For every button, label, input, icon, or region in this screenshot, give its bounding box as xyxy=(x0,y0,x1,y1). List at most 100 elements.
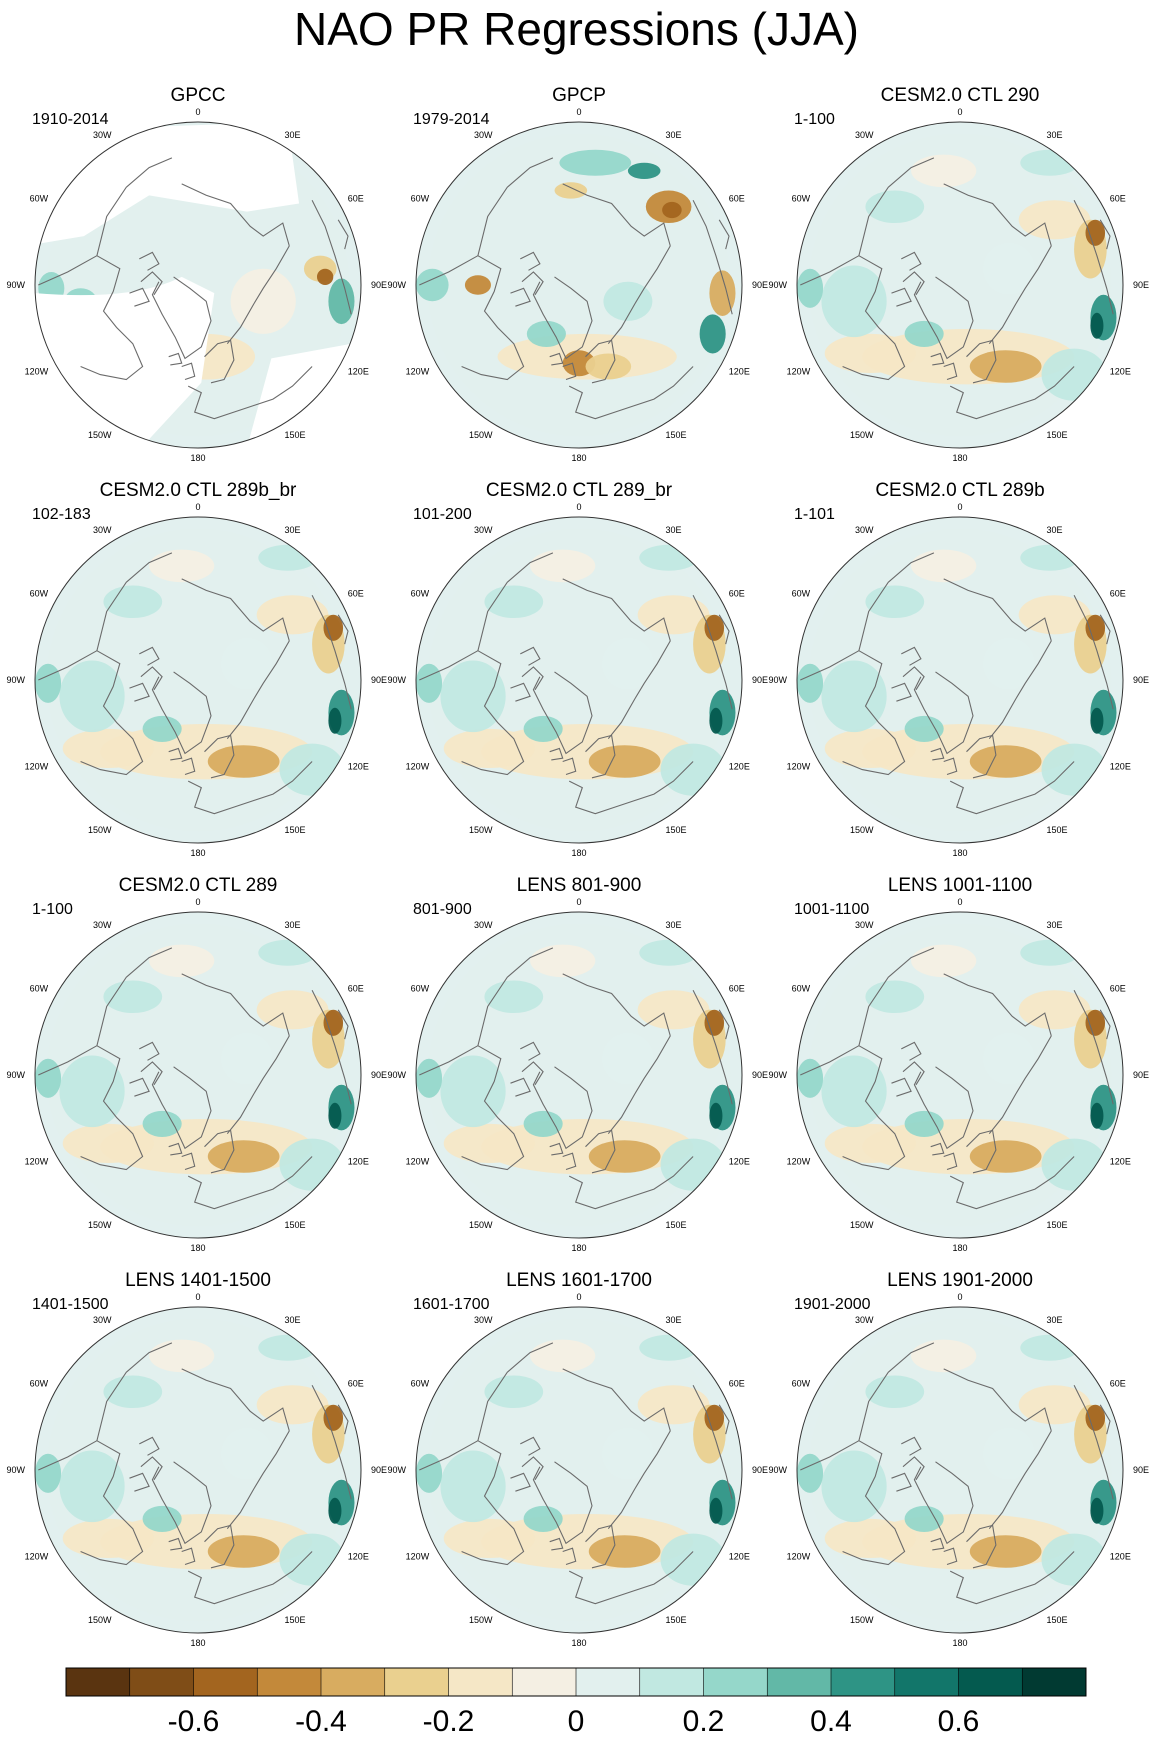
coastline xyxy=(510,1077,531,1097)
longitude-label: 120W xyxy=(25,762,49,772)
longitude-label: 60E xyxy=(1110,194,1126,204)
coastline xyxy=(181,1152,196,1171)
longitude-label: 60E xyxy=(348,984,364,994)
coastline xyxy=(96,157,173,256)
longitude-label: 30W xyxy=(93,525,112,535)
coastline xyxy=(891,682,912,702)
anomaly-region xyxy=(911,944,977,978)
coastline xyxy=(129,1472,150,1492)
anomaly-region xyxy=(1020,149,1079,176)
coastline xyxy=(520,251,541,271)
longitude-label: 60W xyxy=(411,984,430,994)
coastline xyxy=(562,1368,671,1432)
coastline xyxy=(181,183,290,247)
longitude-label: 30W xyxy=(855,525,874,535)
coastline xyxy=(568,1551,694,1605)
coastline xyxy=(1099,1009,1111,1040)
longitude-label: 30E xyxy=(666,1315,682,1325)
coastline xyxy=(419,1440,525,1566)
longitude-label: 150E xyxy=(666,1615,687,1625)
anomaly-region xyxy=(416,663,443,703)
coastline xyxy=(585,1524,616,1569)
panel-title: LENS 1601-1700 xyxy=(506,1270,652,1291)
longitude-label: 30W xyxy=(855,920,874,930)
anomaly-region xyxy=(904,1110,944,1137)
anomaly-region xyxy=(585,353,632,380)
colorbar-bin xyxy=(448,1668,513,1696)
longitude-label: 150W xyxy=(850,1220,874,1230)
longitude-label: 120W xyxy=(25,1552,49,1562)
panel-title: LENS 1001-1100 xyxy=(888,875,1032,896)
longitude-label: 30E xyxy=(285,130,301,140)
longitude-label: 0 xyxy=(957,107,962,117)
longitude-label: 120E xyxy=(1110,762,1131,772)
coastline xyxy=(139,1436,160,1456)
coastline xyxy=(168,1537,183,1551)
longitude-label: 120E xyxy=(729,1552,750,1562)
longitude-label: 120E xyxy=(348,762,369,772)
longitude-label: 150E xyxy=(666,1220,687,1230)
anomaly-region xyxy=(865,1375,925,1409)
coastline xyxy=(902,1061,925,1086)
anomaly-region xyxy=(258,544,317,571)
coastline xyxy=(901,1041,922,1061)
coastline xyxy=(520,1436,541,1456)
coastline xyxy=(568,1156,694,1210)
coastline xyxy=(139,646,160,666)
panel-1: 180 150E 120E 90E 60E 30E 0 30W 60W 90W 120W 150W GP… xyxy=(6,85,387,463)
coastline xyxy=(521,666,544,691)
coastline xyxy=(181,362,196,381)
longitude-label: 30W xyxy=(93,1315,112,1325)
longitude-label: 0 xyxy=(957,897,962,907)
coastline xyxy=(568,366,694,420)
anomaly-region xyxy=(601,1427,654,1480)
coastline xyxy=(568,761,694,815)
panel-title: CESM2.0 CTL 289b_br xyxy=(100,480,297,501)
anomaly-region xyxy=(328,1497,342,1524)
longitude-label: 60E xyxy=(729,984,745,994)
coastline xyxy=(168,352,183,366)
longitude-label: 180 xyxy=(952,1638,967,1648)
colorbar-tick-label: 0 xyxy=(568,1705,585,1738)
anomaly-region xyxy=(639,939,698,966)
longitude-label: 120W xyxy=(406,762,430,772)
anomaly-region xyxy=(1090,707,1104,734)
coastline xyxy=(562,1547,577,1566)
anomaly-region xyxy=(279,743,345,796)
panel-title: CESM2.0 CTL 289 xyxy=(119,875,278,896)
anomaly-region xyxy=(904,1505,944,1532)
longitude-label: 180 xyxy=(190,1243,205,1253)
panel-period: 1401-1500 xyxy=(32,1296,109,1313)
longitude-label: 180 xyxy=(571,1243,586,1253)
anomaly-region xyxy=(256,595,329,635)
coastline xyxy=(477,552,554,651)
anomaly-region xyxy=(797,268,824,308)
longitude-label: 180 xyxy=(190,848,205,858)
longitude-label: 30W xyxy=(474,525,493,535)
longitude-label: 90E xyxy=(371,1070,387,1080)
colorbar-bin xyxy=(703,1668,768,1696)
longitude-label: 90E xyxy=(752,1070,768,1080)
anomaly-region xyxy=(637,595,710,635)
coastline xyxy=(902,1456,925,1481)
anomaly-region xyxy=(440,660,506,733)
longitude-label: 150W xyxy=(469,825,493,835)
coastline xyxy=(532,276,593,360)
longitude-label: 60W xyxy=(792,1379,811,1389)
coastline xyxy=(140,666,163,691)
panel-period: 1-100 xyxy=(32,901,73,918)
anomaly-region xyxy=(256,990,329,1030)
panel-9: 180 150E 120E 90E 60E 30E 0 30W 60W 90W 120W 150W LE… xyxy=(768,875,1149,1253)
anomaly-region xyxy=(824,1518,916,1559)
longitude-label: 60E xyxy=(348,589,364,599)
coastline xyxy=(949,1156,1075,1210)
coastline xyxy=(607,245,671,345)
longitude-label: 120W xyxy=(787,762,811,772)
longitude-label: 30E xyxy=(666,525,682,535)
panel-11: 180 150E 120E 90E 60E 30E 0 30W 60W 90W 120W 150W LE… xyxy=(387,1270,768,1648)
longitude-label: 90E xyxy=(371,280,387,290)
coastline xyxy=(943,362,958,381)
coastline xyxy=(129,287,150,307)
coastline xyxy=(140,1456,163,1481)
colorbar-tick-label: 0.4 xyxy=(810,1705,852,1738)
